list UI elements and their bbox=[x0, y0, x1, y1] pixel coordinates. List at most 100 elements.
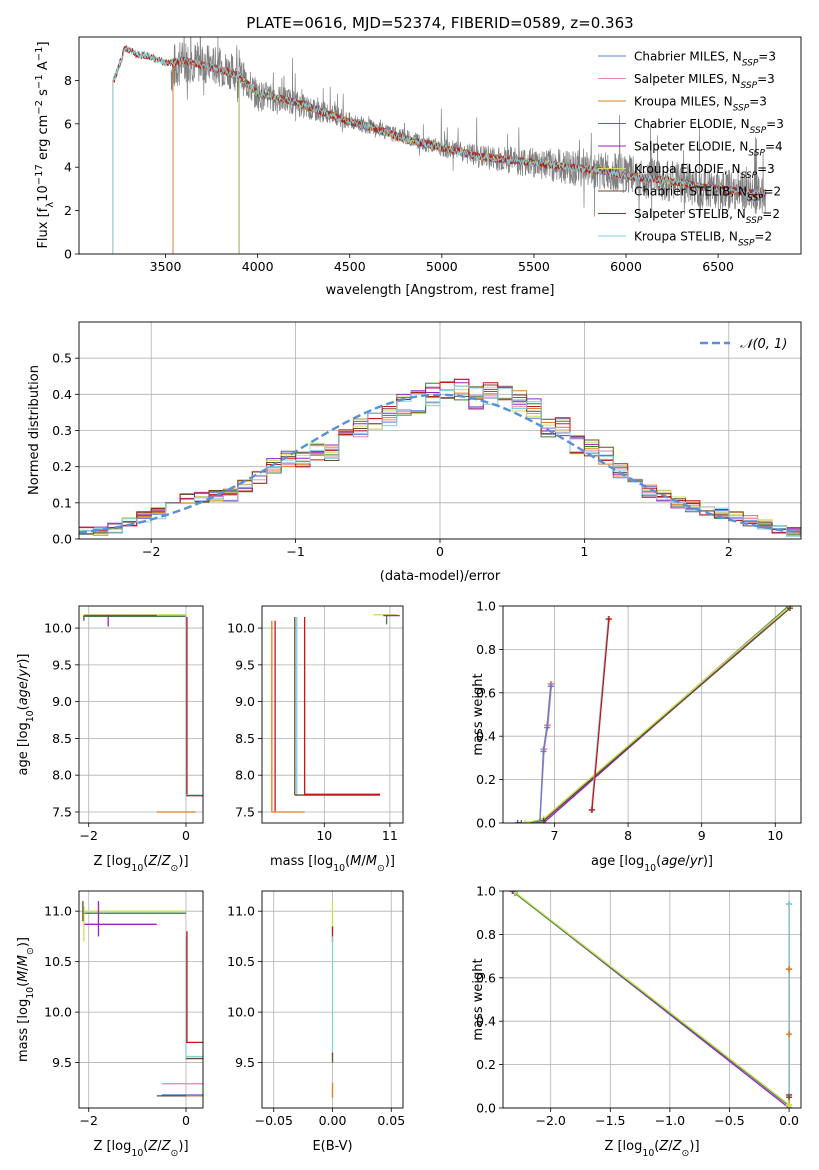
x-tick-label: 7 bbox=[551, 828, 559, 843]
x-tick-label: 5000 bbox=[426, 259, 458, 274]
x-tick-label: −1.0 bbox=[655, 1113, 685, 1128]
legend-label-main: Salpeter ELODIE, N bbox=[634, 140, 748, 154]
x-tick-label: 0.00 bbox=[319, 1113, 347, 1128]
y-tick-label: 7.5 bbox=[235, 804, 255, 819]
legend-label: 𝒩(0, 1) bbox=[740, 337, 787, 352]
label-part: )] bbox=[385, 854, 395, 869]
label-part: Z [log bbox=[93, 1139, 131, 1154]
point-marker bbox=[786, 966, 793, 973]
x-axis-label: Z [log10(Z/Z⊙)] bbox=[93, 1139, 188, 1159]
label-part: A bbox=[36, 61, 51, 74]
legend-label: Kroupa ELODIE, NSSP=3 bbox=[634, 162, 775, 181]
chart-panel-2: −2 0 7.5 8.0 8.5 9.0 9.5 10.0 bbox=[44, 605, 204, 843]
label-part: −1 bbox=[34, 74, 45, 89]
x-tick-label: 4000 bbox=[242, 259, 274, 274]
y-tick-label: 0.1 bbox=[52, 495, 72, 510]
x-tick-label: −2 bbox=[80, 1113, 98, 1128]
label-part: 10 bbox=[36, 185, 51, 202]
chart-title: PLATE=0616, MJD=52374, FIBERID=0589, z=0… bbox=[246, 14, 633, 32]
y-tick-label: 0.8 bbox=[476, 642, 496, 657]
label-part: 10 bbox=[333, 863, 345, 874]
x-tick-label: 0 bbox=[182, 828, 190, 843]
label-part: Z bbox=[147, 854, 158, 869]
point-marker bbox=[522, 820, 529, 823]
y-tick-label: 0.4 bbox=[476, 729, 496, 744]
point-marker bbox=[605, 616, 612, 623]
label-part: Z [log bbox=[93, 854, 131, 869]
label-part: −17 bbox=[34, 164, 45, 185]
legend-label-main: Kroupa STELIB, N bbox=[634, 230, 738, 244]
label-part: Z [log bbox=[604, 1139, 642, 1154]
label-part: / bbox=[668, 1139, 673, 1154]
chart-panel-0: 3500 4000 4500 5000 5500 6000 6500 0 2 4 6 8 bbox=[64, 36, 802, 274]
label-part: M bbox=[16, 955, 31, 966]
y-tick-label: 6 bbox=[64, 116, 72, 131]
x-tick-label: 10 bbox=[767, 828, 783, 843]
label-part: ⊙ bbox=[25, 947, 36, 955]
legend-label-suffix: =3 bbox=[749, 95, 767, 109]
legend-label-main: Salpeter MILES, N bbox=[634, 72, 741, 86]
x-tick-label: 3500 bbox=[150, 259, 182, 274]
label-part: 10 bbox=[642, 1148, 654, 1159]
y-tick-label: 0.4 bbox=[476, 1014, 496, 1029]
legend-label-main: Kroupa MILES, N bbox=[634, 95, 733, 109]
legend-label-sub: SSP bbox=[733, 104, 750, 114]
legend-label-main: Chabrier ELODIE, N bbox=[634, 117, 750, 131]
legend-label: Chabrier ELODIE, NSSP=3 bbox=[634, 117, 784, 136]
x-tick-label: −0.5 bbox=[714, 1113, 744, 1128]
label-part: age bbox=[16, 681, 31, 705]
label-part: Z bbox=[658, 1139, 669, 1154]
y-tick-label: 0.4 bbox=[52, 387, 72, 402]
chart-panel-6: −0.05 0.00 0.05 9.5 10.0 10.5 11.0 bbox=[227, 890, 405, 1128]
x-tick-label: 1 bbox=[580, 544, 588, 559]
label-part: / bbox=[361, 854, 366, 869]
y-tick-label: 0.2 bbox=[476, 772, 496, 787]
x-axis-label: mass [log10(M/M⊙)] bbox=[270, 854, 395, 874]
y-tick-label: 9.5 bbox=[235, 1055, 255, 1070]
plot-area bbox=[112, 37, 767, 254]
x-tick-label: 5500 bbox=[518, 259, 550, 274]
point-marker bbox=[544, 724, 551, 731]
label-part: yr bbox=[689, 854, 705, 869]
chart-panel-7: −2.0 −1.5 −1.0 −0.5 0.0 0.0 0.2 0.4 0.6 0.8 1.0 bbox=[476, 884, 802, 1128]
line-salpeter-miles bbox=[539, 684, 553, 823]
label-part: / bbox=[685, 854, 690, 869]
label-part: / bbox=[157, 1139, 162, 1154]
label-part: ⊙ bbox=[377, 863, 385, 874]
label-part: / bbox=[16, 676, 31, 681]
label-part: 10 bbox=[25, 710, 36, 722]
model-kroupa-stelib bbox=[112, 46, 767, 254]
label-part: E(B-V) bbox=[312, 1139, 352, 1154]
label-part: M bbox=[16, 971, 31, 982]
legend-label: Chabrier MILES, NSSP=3 bbox=[634, 50, 776, 69]
point-marker bbox=[786, 1031, 793, 1038]
label-part: )] bbox=[178, 1139, 188, 1154]
legend-label-sub: SSP bbox=[748, 149, 765, 159]
y-tick-label: 0.8 bbox=[476, 927, 496, 942]
label-part: mass weight bbox=[471, 958, 486, 1040]
line-chabrier-stelib bbox=[543, 607, 791, 822]
y-tick-label: 10.0 bbox=[44, 1005, 72, 1020]
y-axis-label: Normed distribution bbox=[27, 365, 42, 495]
label-part: age bbox=[661, 854, 685, 869]
y-tick-label: 8.0 bbox=[52, 768, 72, 783]
x-tick-label: 8 bbox=[624, 828, 632, 843]
label-part: erg cm bbox=[36, 115, 51, 164]
plot-area bbox=[271, 614, 400, 813]
x-axis-label: (data-model)/error bbox=[380, 569, 501, 584]
y-tick-label: 11.0 bbox=[44, 904, 72, 919]
label-part: M bbox=[350, 854, 361, 869]
chart-panel-5: −2 0 9.5 10.0 10.5 11.0 bbox=[44, 890, 204, 1128]
label-part: ⊙ bbox=[171, 1148, 179, 1159]
y-tick-label: 0.5 bbox=[52, 351, 72, 366]
label-part: 10 bbox=[131, 863, 143, 874]
label-part: ( bbox=[16, 982, 31, 987]
x-axis-label: age [log10(age/yr)] bbox=[591, 854, 713, 874]
x-tick-label: −1 bbox=[286, 544, 304, 559]
label-part: ] bbox=[36, 41, 51, 46]
y-tick-label: 2 bbox=[64, 203, 72, 218]
legend-label-suffix: =2 bbox=[754, 230, 772, 244]
y-tick-label: 10.0 bbox=[44, 621, 72, 636]
plot-area bbox=[79, 378, 801, 537]
